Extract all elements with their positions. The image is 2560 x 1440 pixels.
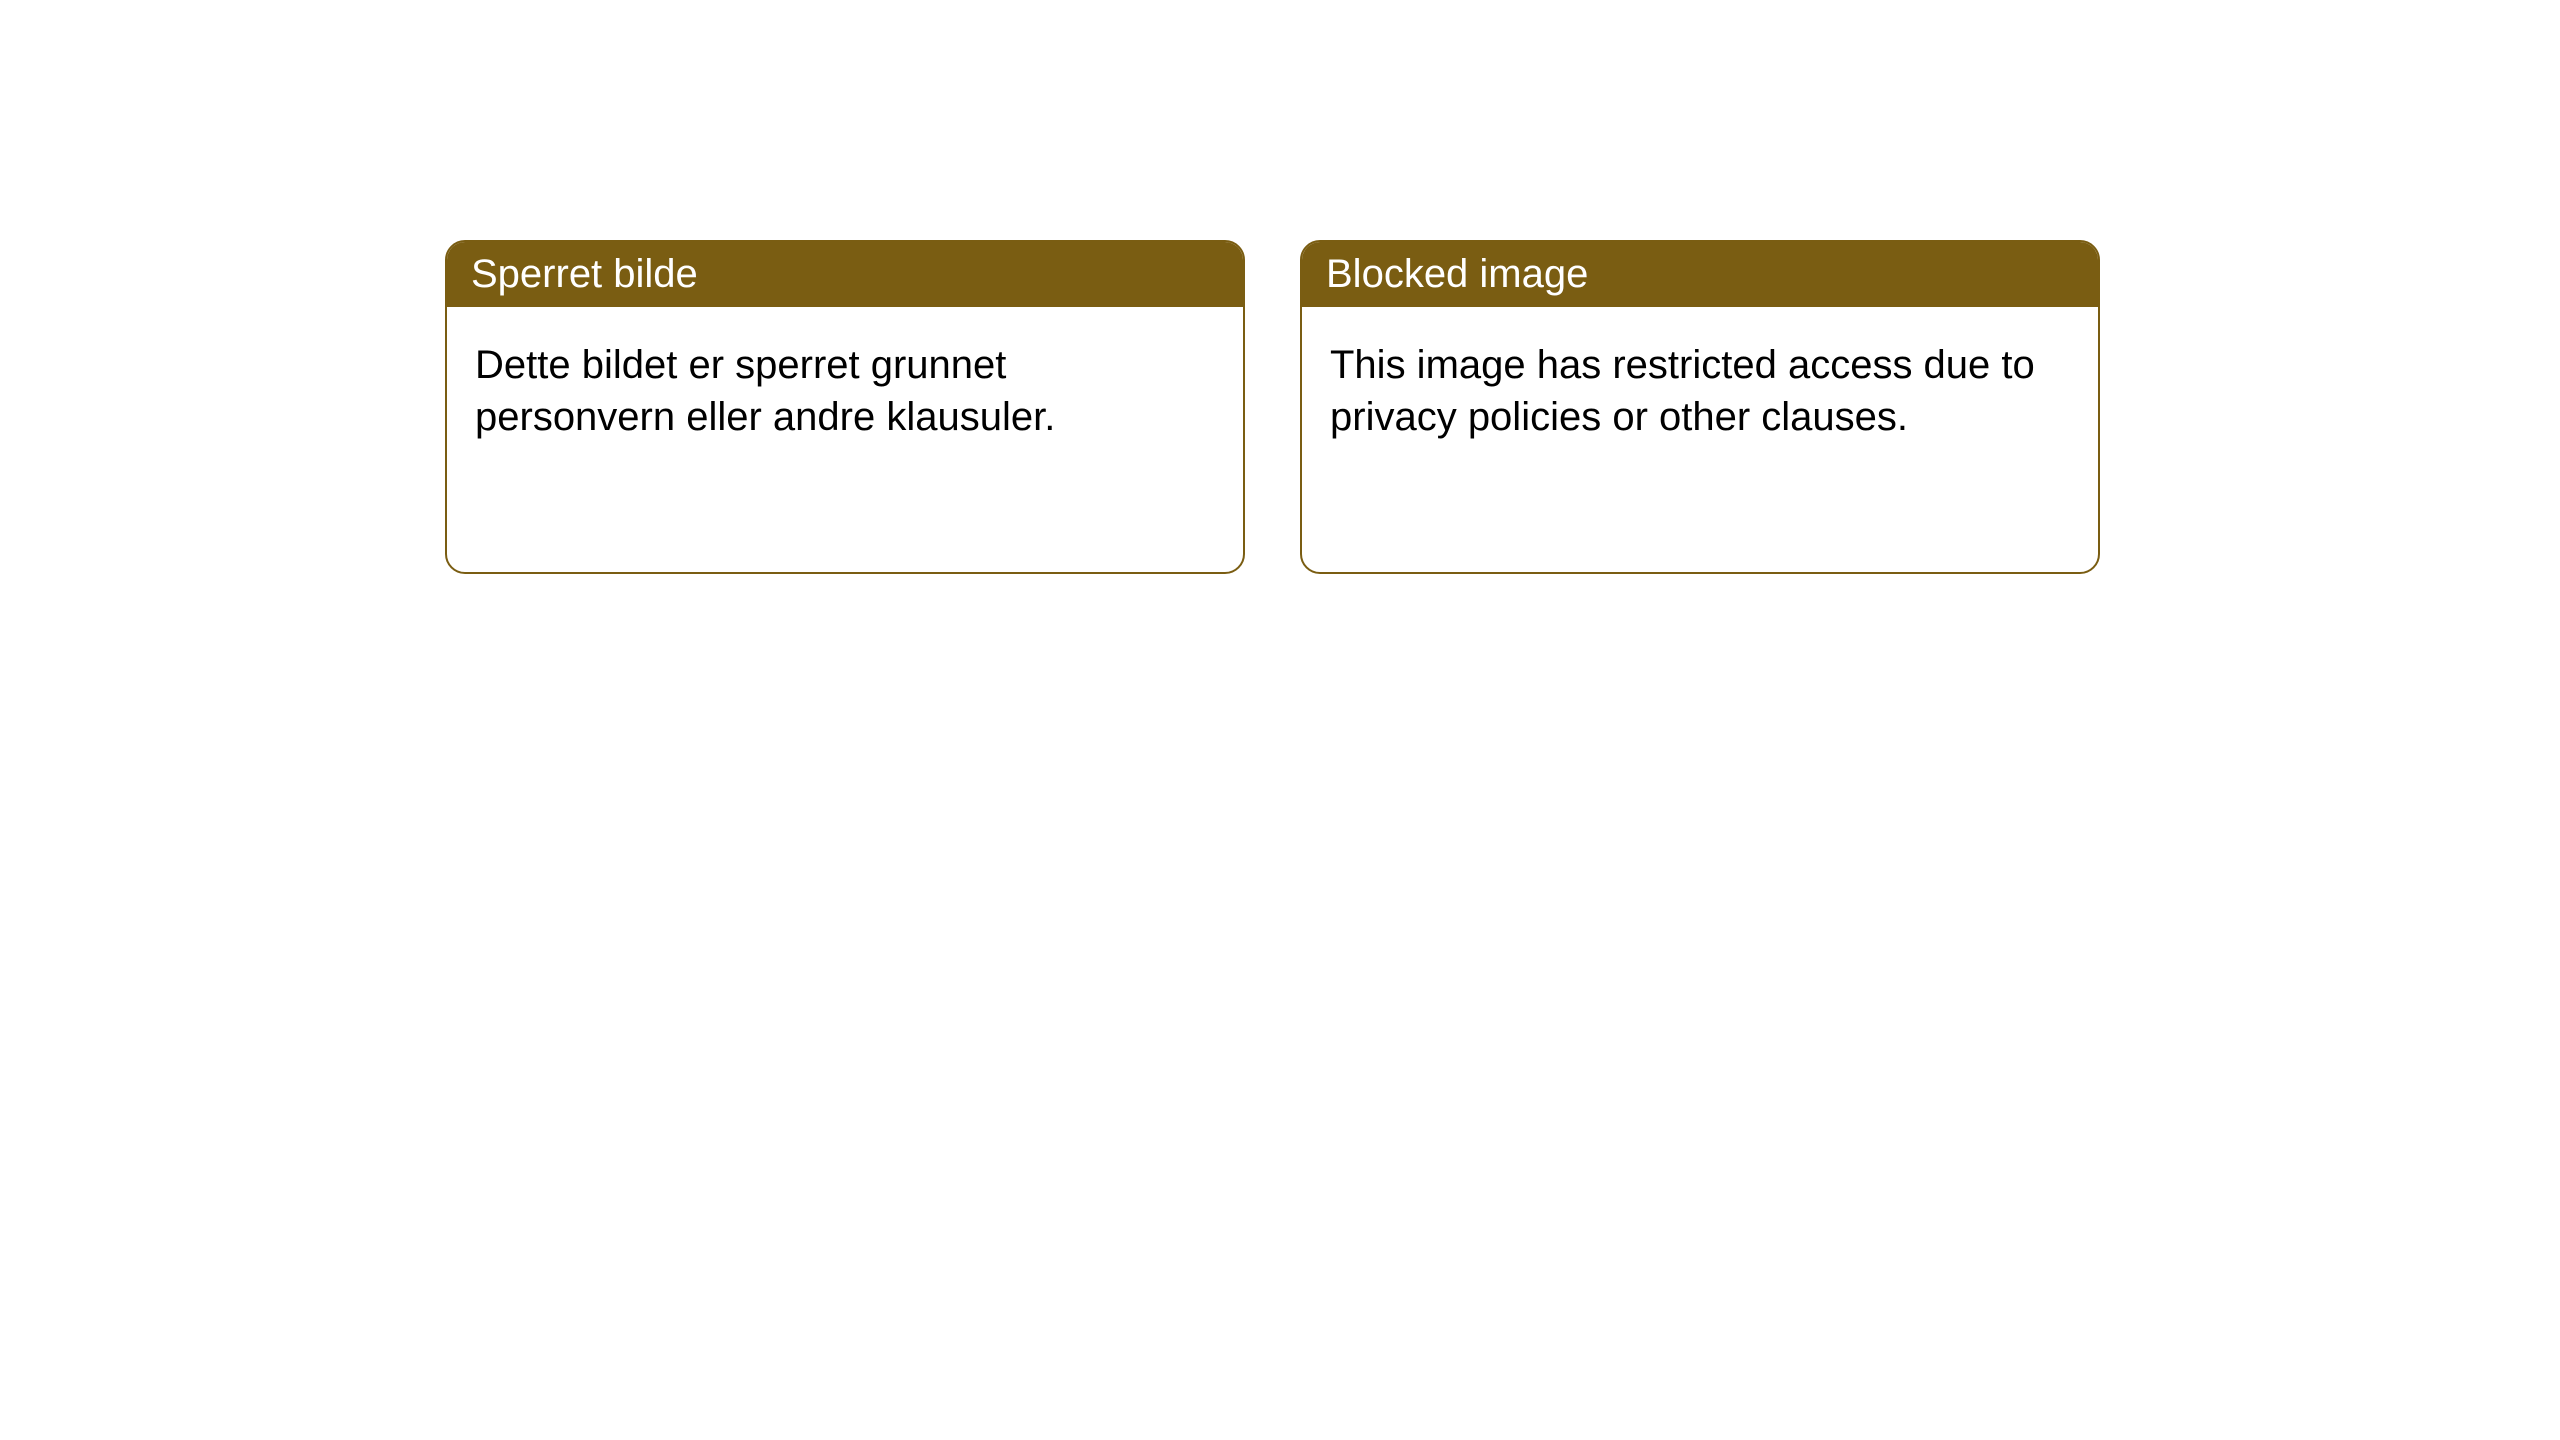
card-body: This image has restricted access due to … xyxy=(1302,307,2098,475)
card-body: Dette bildet er sperret grunnet personve… xyxy=(447,307,1243,475)
card-title: Blocked image xyxy=(1326,252,1588,296)
notice-card-norwegian: Sperret bilde Dette bildet er sperret gr… xyxy=(445,240,1245,574)
card-header: Sperret bilde xyxy=(447,242,1243,307)
card-header: Blocked image xyxy=(1302,242,2098,307)
card-title: Sperret bilde xyxy=(471,252,698,296)
notice-card-english: Blocked image This image has restricted … xyxy=(1300,240,2100,574)
notice-cards-container: Sperret bilde Dette bildet er sperret gr… xyxy=(0,0,2560,574)
card-body-text: Dette bildet er sperret grunnet personve… xyxy=(475,343,1055,439)
card-body-text: This image has restricted access due to … xyxy=(1330,343,2035,439)
